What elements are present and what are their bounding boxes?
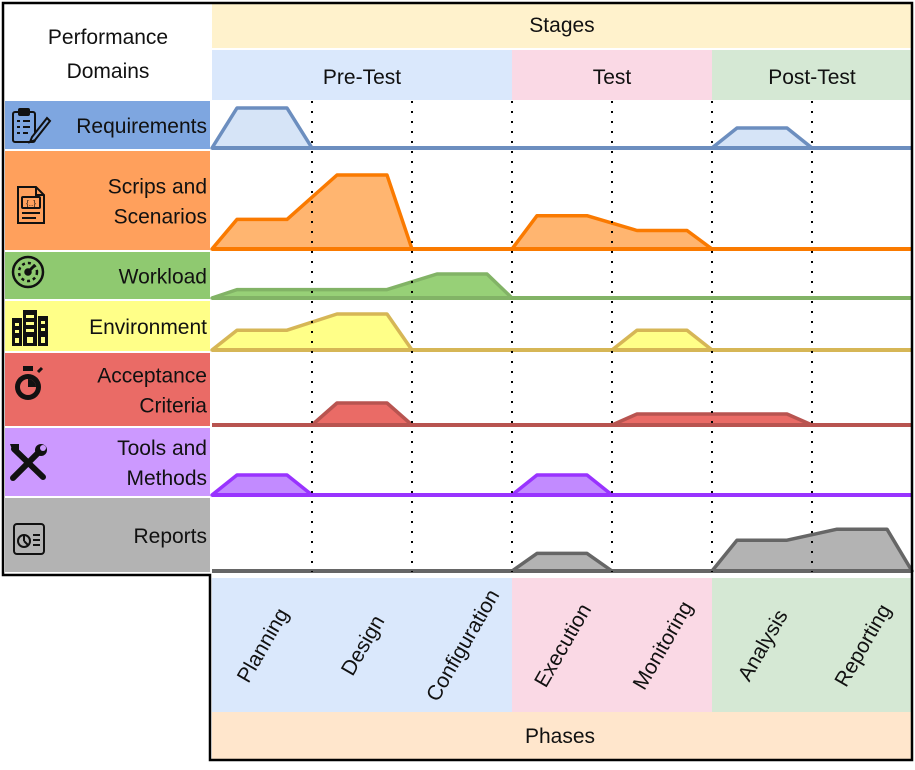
phase-band-3: [512, 578, 612, 712]
phases-footer-band: [212, 712, 912, 760]
clipboard-checklist-icon: [12, 108, 52, 144]
domain-label-cell: [5, 428, 210, 496]
domain-label: Environment: [89, 316, 207, 339]
domain-row: Tools and Methods: [5, 428, 912, 497]
script-document-icon: {..}: [17, 186, 45, 224]
domain-label: Scenarios: [114, 206, 207, 229]
domain-label: Reports: [133, 525, 207, 548]
stage-label: Post-Test: [768, 66, 856, 89]
phase-band-0: [212, 578, 312, 712]
domain-label: Workload: [119, 266, 207, 289]
stage-label: Pre-Test: [323, 66, 401, 89]
phase-band-6: [812, 578, 912, 712]
domain-row: Acceptance Criteria: [5, 353, 912, 427]
stages-header-band: [212, 3, 912, 48]
phase-band-4: [612, 578, 712, 712]
domains-header-line1: Performance: [48, 26, 168, 49]
phase-band-5: [712, 578, 812, 712]
domain-label: Scrips and: [108, 176, 207, 199]
phase-band-1: [312, 578, 412, 712]
domain-label-cell: [5, 101, 210, 149]
domain-row: Requirements: [5, 101, 912, 150]
domain-row: Workload: [5, 252, 912, 300]
domain-label: Tools and: [117, 437, 207, 460]
stage-band-2: [712, 50, 912, 100]
report-chart-icon: [13, 523, 45, 555]
phases-title: Phases: [525, 725, 595, 748]
server-building-icon: [12, 310, 48, 346]
domains-header-line2: Domains: [67, 60, 150, 83]
domain-label: Requirements: [76, 115, 207, 138]
stages-title: Stages: [529, 14, 594, 37]
domain-label: Methods: [126, 467, 207, 490]
svg-text:{..}: {..}: [26, 199, 36, 208]
phase-band-2: [412, 578, 512, 712]
wrench-screwdriver-icon: [10, 444, 47, 481]
domain-row: Reports: [5, 498, 914, 573]
domain-label: Acceptance: [97, 365, 207, 388]
domain-label-cell: [5, 252, 210, 299]
domain-label: Criteria: [139, 395, 207, 418]
speedometer-icon: [11, 255, 45, 289]
stage-label: Test: [593, 66, 632, 89]
stopwatch-icon: [15, 366, 44, 400]
stage-band-0: [212, 50, 512, 100]
stage-band-1: [512, 50, 712, 100]
